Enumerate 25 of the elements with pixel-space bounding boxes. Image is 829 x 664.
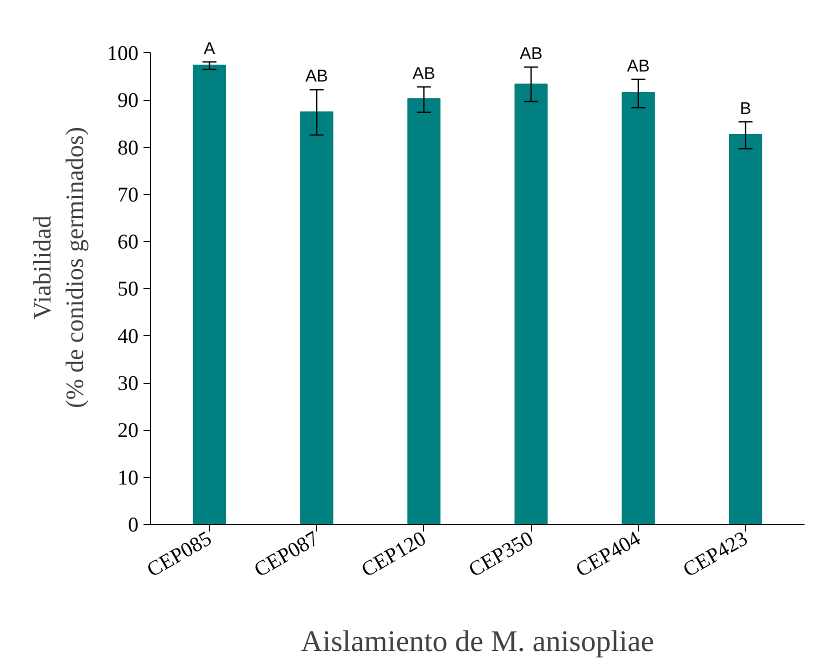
annotation: AB [305, 66, 328, 86]
bar [514, 84, 548, 524]
annotation: AB [626, 56, 650, 76]
y-tick-label: 80 [118, 135, 138, 160]
y-tick-label: 50 [118, 276, 138, 301]
x-axis-title: Aislamiento de M. anisopliae [300, 625, 654, 658]
y-tick-label: 70 [118, 182, 138, 206]
annotation: A [204, 38, 216, 58]
annotation: AB [520, 44, 542, 64]
y-tick-label: 90 [118, 88, 138, 112]
bar [192, 64, 226, 524]
y-tick-label: 100 [107, 40, 138, 65]
y-axis-title: Viabilidad (% de conidios germinados) [30, 126, 89, 408]
y-tick-label: 10 [118, 465, 138, 490]
bar [728, 134, 762, 524]
y-tick-label: 60 [118, 230, 138, 254]
y-tick-label: 0 [128, 512, 138, 536]
bar [300, 111, 334, 524]
y-tick-label: 30 [118, 371, 138, 396]
y-tick-label: 20 [118, 418, 138, 442]
annotation: B [740, 98, 752, 118]
bar [622, 92, 655, 524]
annotation: AB [412, 64, 436, 83]
y-tick-label: 40 [118, 324, 138, 348]
bar [407, 98, 440, 524]
